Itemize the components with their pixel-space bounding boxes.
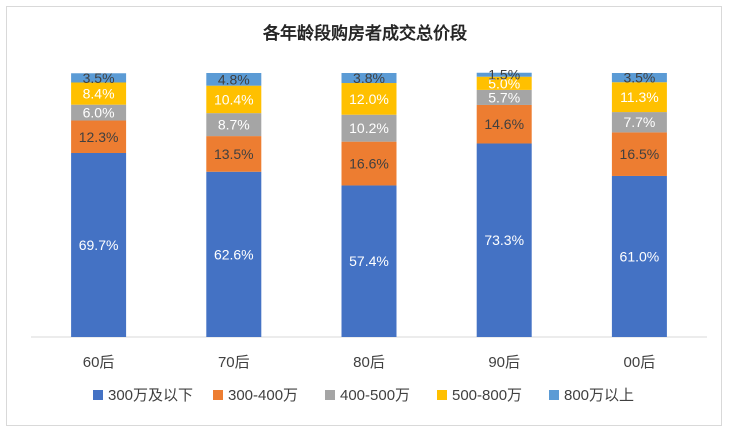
data-label: 14.6% bbox=[484, 116, 524, 132]
legend-label: 300万及以下 bbox=[108, 387, 193, 404]
chart-title: 各年龄段购房者成交总价段 bbox=[262, 23, 467, 43]
legend-label: 300-400万 bbox=[228, 387, 298, 404]
x-tick-label: 80后 bbox=[353, 354, 385, 371]
x-tick-labels: 60后 70后 80后 90后 00后 bbox=[83, 354, 655, 371]
legend-item: 800万以上 bbox=[549, 387, 634, 404]
bar-segment bbox=[476, 104, 532, 144]
legend-item: 300-400万 bbox=[213, 387, 298, 404]
data-label: 12.0% bbox=[349, 91, 389, 107]
bar-segment bbox=[206, 85, 262, 114]
legend-label: 500-800万 bbox=[452, 387, 522, 404]
data-label: 3.5% bbox=[623, 70, 655, 86]
legend-label: 800万以上 bbox=[564, 387, 634, 404]
data-label: 7.7% bbox=[623, 114, 655, 130]
legend-swatch bbox=[437, 390, 447, 400]
data-label: 69.7% bbox=[79, 237, 119, 253]
bar-segment bbox=[341, 141, 397, 186]
bar-segment bbox=[206, 73, 262, 86]
bar-segment bbox=[206, 171, 262, 337]
legend-swatch bbox=[549, 390, 559, 400]
legend-label: 400-500万 bbox=[340, 387, 410, 404]
x-tick-label: 70后 bbox=[218, 354, 250, 371]
bar-segment bbox=[71, 104, 127, 121]
bar-segment bbox=[341, 83, 397, 115]
bar-segment bbox=[476, 143, 532, 337]
bar-segment bbox=[71, 152, 127, 337]
data-label: 73.3% bbox=[484, 232, 524, 248]
data-label: 11.3% bbox=[620, 89, 659, 105]
legend-swatch bbox=[93, 390, 103, 400]
data-label: 16.6% bbox=[349, 156, 389, 172]
data-label: 16.5% bbox=[620, 146, 660, 162]
data-label: 8.7% bbox=[218, 117, 250, 133]
bar-segment bbox=[71, 73, 127, 83]
legend-swatch bbox=[325, 390, 335, 400]
data-label: 5.7% bbox=[488, 89, 520, 105]
data-label: 5.0% bbox=[488, 75, 520, 91]
data-label: 3.8% bbox=[353, 70, 385, 86]
legend: 300万及以下 300-400万 400-500万 500-800万 800万以上 bbox=[93, 387, 634, 404]
data-label: 8.4% bbox=[83, 86, 115, 102]
data-label: 57.4% bbox=[349, 253, 389, 269]
bar-segment bbox=[341, 185, 397, 337]
x-tick-label: 60后 bbox=[83, 354, 115, 371]
data-label: 62.6% bbox=[214, 246, 254, 262]
bar-segment bbox=[206, 113, 262, 137]
bar-segment bbox=[341, 114, 397, 142]
legend-item: 400-500万 bbox=[325, 387, 410, 404]
data-label: 1.5% bbox=[488, 67, 520, 83]
bar-segment bbox=[341, 73, 397, 84]
bar-segment bbox=[476, 76, 532, 90]
data-label: 13.5% bbox=[214, 146, 254, 162]
data-label: 10.4% bbox=[214, 91, 254, 107]
legend-item: 300万及以下 bbox=[93, 387, 193, 404]
x-tick-label: 90后 bbox=[488, 354, 520, 371]
data-label: 61.0% bbox=[620, 248, 660, 264]
data-label: 12.3% bbox=[79, 129, 119, 145]
bars-group: 69.7%12.3%6.0%8.4%3.5%62.6%13.5%8.7%10.4… bbox=[71, 67, 667, 337]
bar-segment bbox=[71, 120, 127, 153]
bar-segment bbox=[71, 82, 127, 105]
data-label: 10.2% bbox=[349, 120, 389, 136]
legend-swatch bbox=[213, 390, 223, 400]
bar-segment bbox=[611, 112, 667, 133]
x-tick-label: 00后 bbox=[624, 354, 656, 371]
bar-segment bbox=[611, 73, 667, 83]
stacked-bar-chart: 各年龄段购房者成交总价段 69.7%12.3%6.0%8.4%3.5%62.6%… bbox=[31, 23, 707, 404]
data-label: 3.5% bbox=[83, 70, 115, 86]
bar-segment bbox=[611, 132, 667, 176]
bar-segment bbox=[611, 82, 667, 113]
data-label: 6.0% bbox=[83, 105, 115, 121]
chart-area: 各年龄段购房者成交总价段 69.7% 12.3% 6.0% 8.4% 3.5% 62.6%… bbox=[6, 6, 722, 426]
bar-segment bbox=[206, 136, 262, 172]
bar-segment bbox=[611, 175, 667, 337]
data-label: 4.8% bbox=[218, 71, 250, 87]
bar-segment bbox=[476, 72, 532, 77]
bar-segment bbox=[476, 89, 532, 105]
legend-item: 500-800万 bbox=[437, 387, 522, 404]
